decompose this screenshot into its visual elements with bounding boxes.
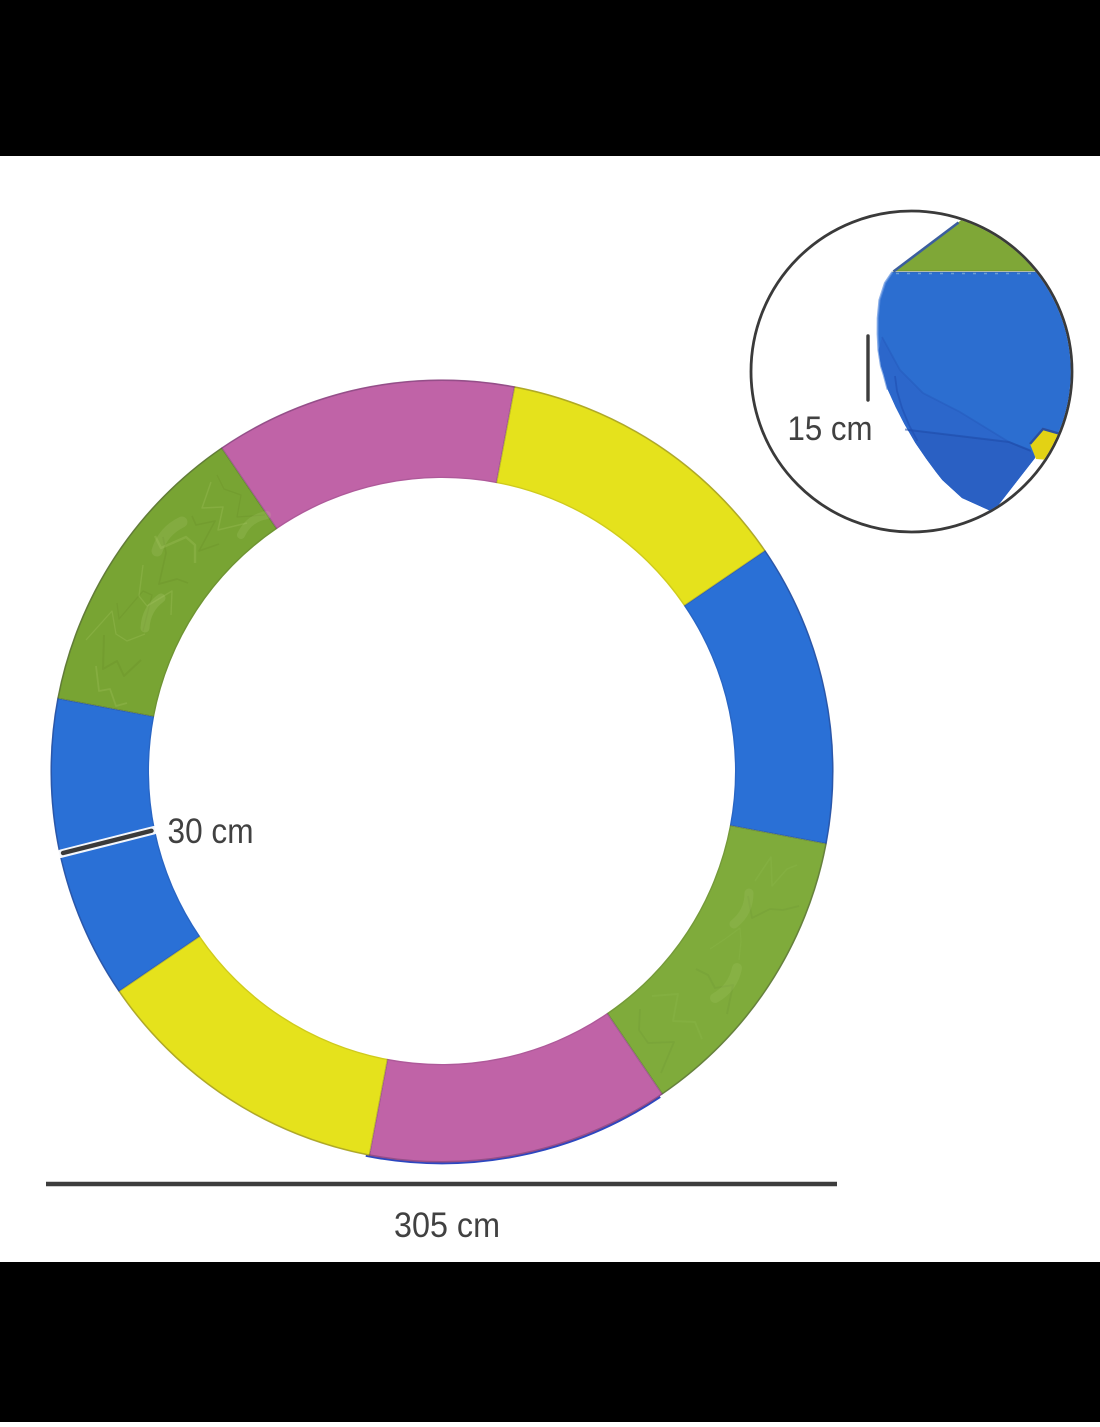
- svg-text:15 cm: 15 cm: [788, 410, 873, 448]
- svg-text:305 cm: 305 cm: [394, 1206, 500, 1245]
- svg-text:30 cm: 30 cm: [168, 812, 254, 851]
